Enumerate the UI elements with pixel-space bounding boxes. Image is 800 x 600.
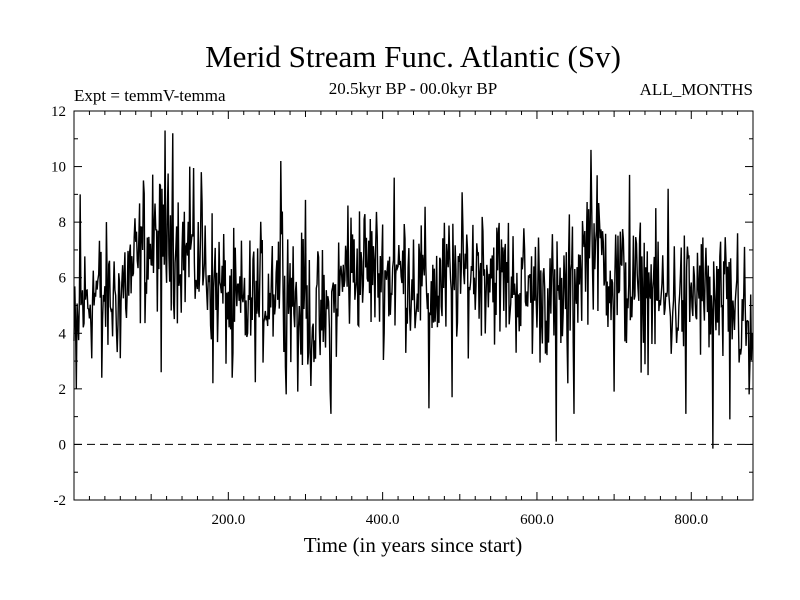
y-tick-label: 12 [51, 104, 66, 120]
y-tick-label: -2 [54, 493, 67, 509]
y-tick-label: 10 [51, 160, 66, 176]
x-tick-label: 200.0 [211, 512, 245, 528]
chart-title: Merid Stream Func. Atlantic (Sv) [205, 39, 621, 74]
y-tick-label: 6 [59, 271, 67, 287]
y-tick-label: 4 [59, 326, 67, 342]
x-tick-label: 600.0 [520, 512, 554, 528]
y-tick-label: 0 [59, 437, 67, 453]
y-tick-label: 2 [59, 382, 67, 398]
y-axis: -2 0 2 4 6 8 10 12 [51, 104, 753, 509]
series-line [73, 130, 753, 449]
x-tick-label: 800.0 [674, 512, 708, 528]
y-tick-label: 8 [59, 215, 67, 231]
plot-frame [73, 110, 754, 501]
x-axis-label: Time (in years since start) [304, 533, 523, 557]
chart-subtitle-months: ALL_MONTHS [640, 80, 753, 99]
x-axis: 200.0 400.0 600.0 800.0 [88, 111, 739, 528]
chart-subtitle-period: 20.5kyr BP - 00.0kyr BP [329, 79, 497, 98]
chart-subtitle-experiment: Expt = temmV-temma [74, 86, 226, 105]
x-tick-label: 400.0 [366, 512, 400, 528]
